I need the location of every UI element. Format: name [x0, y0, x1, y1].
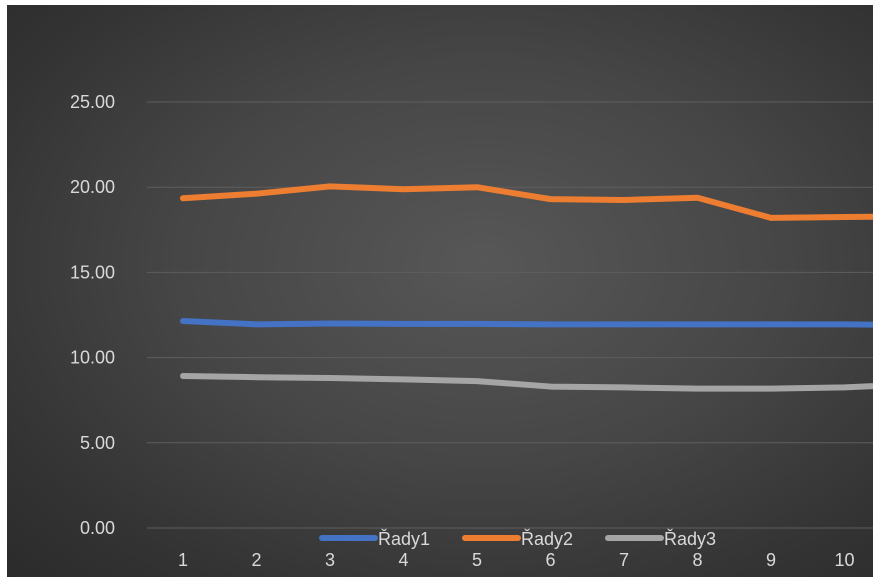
x-axis-ticks: 1 2 3 4 5 6 7 8 9 10 — [178, 550, 855, 570]
legend: Řady1 Řady2 Řady3 — [319, 529, 716, 549]
x-tick-label: 3 — [325, 550, 335, 570]
series-line-3 — [180, 373, 873, 392]
x-tick-label: 5 — [472, 550, 482, 570]
y-tick-label: 25.00 — [70, 92, 115, 112]
legend-label-3: Řady3 — [664, 529, 716, 549]
y-axis-ticks: 0.00 5.00 10.00 15.00 20.00 25.00 — [70, 92, 115, 538]
y-tick-label: 10.00 — [70, 348, 115, 368]
series-line-2 — [180, 183, 873, 221]
chart-area: 0.00 5.00 10.00 15.00 20.00 25.00 1 2 3 4 5 6 7 8 9 10… — [7, 5, 873, 577]
x-tick-label: 7 — [619, 550, 629, 570]
x-tick-label: 8 — [692, 550, 702, 570]
x-tick-label: 4 — [398, 550, 408, 570]
y-tick-label: 0.00 — [80, 518, 115, 538]
y-tick-label: 5.00 — [80, 433, 115, 453]
series-line-1 — [180, 317, 873, 328]
x-tick-label: 1 — [178, 550, 188, 570]
x-tick-label: 6 — [545, 550, 555, 570]
legend-label-2: Řady2 — [521, 529, 573, 549]
x-tick-label: 2 — [251, 550, 261, 570]
y-tick-label: 15.00 — [70, 262, 115, 282]
gridlines — [147, 101, 873, 529]
x-tick-label: 9 — [766, 550, 776, 570]
line-chart: 0.00 5.00 10.00 15.00 20.00 25.00 1 2 3 4 5 6 7 8 9 10… — [70, 92, 873, 570]
x-tick-label: 10 — [834, 550, 854, 570]
y-tick-label: 20.00 — [70, 177, 115, 197]
series-lines — [180, 183, 873, 392]
legend-label-1: Řady1 — [378, 529, 430, 549]
